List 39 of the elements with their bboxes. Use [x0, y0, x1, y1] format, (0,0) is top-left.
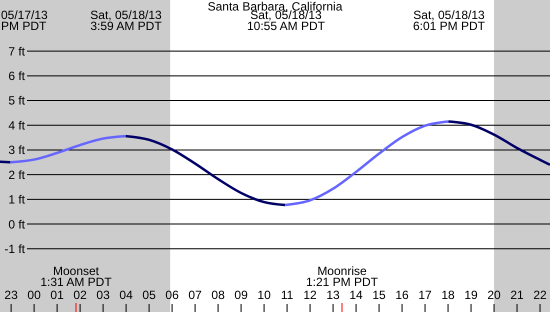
annotation: 05/17/13 PM PDT: [1, 8, 48, 33]
x-tick-label: 05: [142, 288, 156, 302]
x-tick-label: 22: [533, 288, 548, 302]
x-tick-label: 16: [395, 288, 410, 302]
annotation: Sat, 05/18/13 6:01 PM PDT: [412, 8, 486, 33]
x-tick-label: 14: [349, 288, 364, 302]
annotation: Sat, 05/18/13 3:59 AM PDT: [90, 8, 162, 33]
line-series: [9, 134, 127, 164]
x-tick-label: 12: [303, 288, 318, 302]
x-tick-label: 00: [27, 288, 42, 302]
annotation: Moonset 1:31 AM PDT: [40, 264, 112, 289]
y-tick-label: 0 ft: [8, 217, 26, 232]
x-tick-label: 01: [50, 288, 64, 302]
annotation: Moonrise 1:21 PM PDT: [306, 264, 379, 289]
x-tick-label: 19: [464, 288, 478, 302]
x-tick-label: 20: [487, 288, 502, 302]
x-tick-label: 17: [418, 288, 432, 302]
y-tick-label: 7 ft: [8, 44, 26, 58]
x-tick-label: 02: [73, 288, 88, 302]
y-tick-label: 3 ft: [8, 143, 26, 158]
x-tick-label: 04: [119, 288, 134, 302]
x-tick-label: 21: [510, 288, 524, 302]
y-tick-label: -1 ft: [4, 242, 26, 256]
y-tick-label: 5 ft: [8, 94, 26, 108]
x-tick-label: 18: [441, 288, 456, 302]
y-tick-label: 2 ft: [8, 168, 26, 182]
x-tick-label: 03: [96, 288, 110, 302]
x-tick-label: 15: [372, 288, 386, 302]
x-tick-label: 11: [280, 288, 294, 302]
y-tick-label: 1 ft: [8, 192, 26, 207]
y-tick-label: 6 ft: [8, 69, 26, 84]
x-tick-label: 23: [4, 288, 18, 302]
x-tick-label: 09: [234, 288, 248, 302]
x-tick-label: 08: [211, 288, 226, 302]
x-tick-label: 07: [188, 288, 202, 302]
x-tick-label: 06: [165, 288, 180, 302]
x-tick-label: 10: [257, 288, 272, 302]
x-tick-label: 13: [326, 288, 340, 302]
y-tick-label: 4 ft: [8, 118, 26, 132]
